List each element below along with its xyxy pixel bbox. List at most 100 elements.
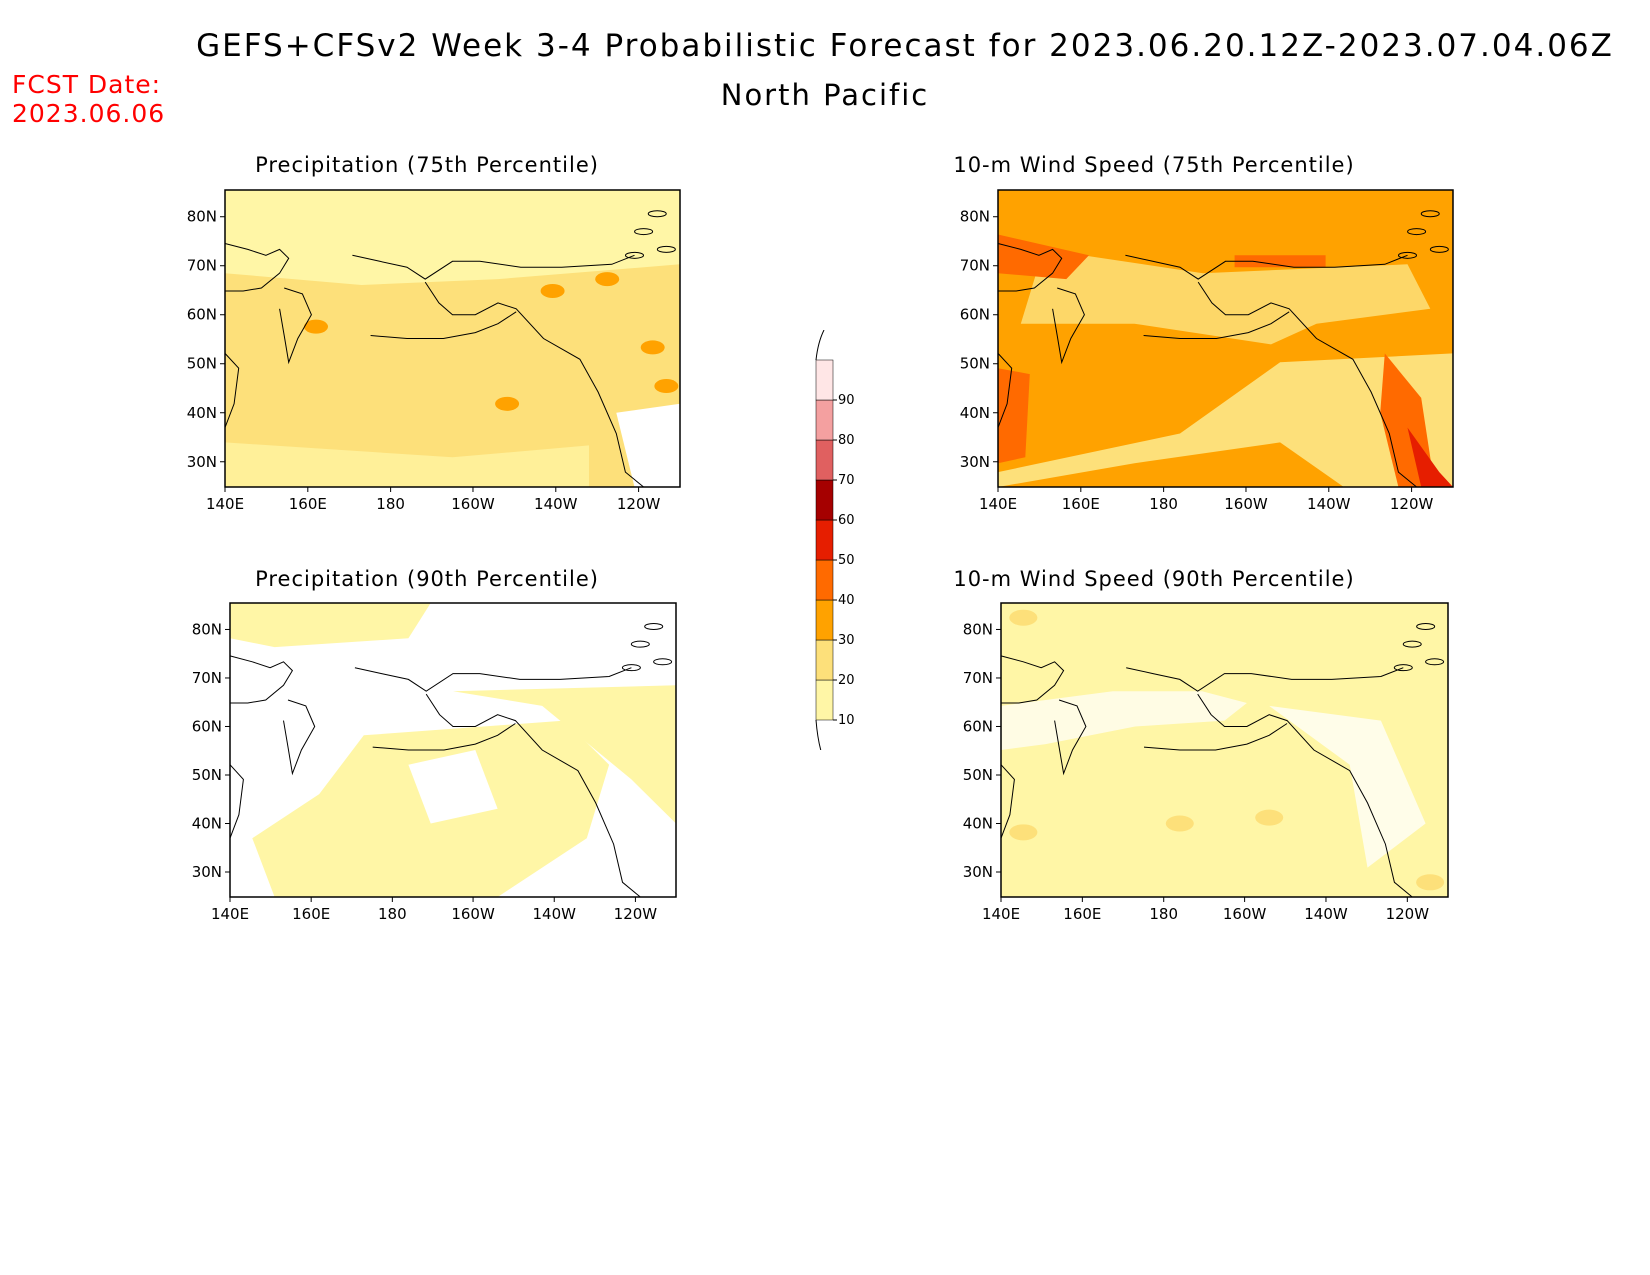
lon-label: 180 (1149, 495, 1178, 513)
lat-label: 70N (192, 669, 222, 687)
colorbar: 10 20 30 40 50 60 70 80 90 (815, 330, 855, 750)
lat-label: 80N (187, 208, 217, 226)
lat-label: 80N (192, 620, 222, 638)
colorbar-label: 80 (838, 433, 855, 448)
contour-blank (1001, 691, 1247, 750)
contour-very-high (1234, 255, 1326, 268)
lon-label: 160E (1063, 905, 1101, 923)
map-panel-precip90: 80N 70N 60N 50N 40N 30N 140E 160E 180 160W 140W 120… (192, 602, 677, 923)
lon-label: 120W (617, 495, 661, 513)
coastline-asia (224, 243, 290, 292)
contour-low (225, 442, 589, 487)
contour-mid (1020, 249, 1431, 345)
colorbar-swatch (815, 479, 834, 521)
contour-blank (1269, 705, 1426, 868)
contour-very-high (998, 368, 1030, 464)
lon-label: 160W (1223, 905, 1267, 923)
lon-label: 180 (376, 495, 405, 513)
coastline-japan (229, 764, 244, 839)
lat-label: 70N (963, 669, 993, 687)
contour-mid (1009, 824, 1038, 841)
contour-low (230, 603, 431, 648)
coastline-japan (1000, 764, 1015, 839)
contour-high (595, 272, 620, 287)
lon-label: 160E (292, 905, 330, 923)
coastline-arctic (1126, 667, 1404, 692)
coastline-island (1393, 664, 1413, 672)
lat-label: 30N (960, 453, 990, 471)
lon-label: 140W (1307, 495, 1351, 513)
lat-label: 50N (960, 355, 990, 373)
contour-blank (616, 403, 680, 487)
coastline-island (1425, 658, 1445, 666)
contour-mid (998, 353, 1453, 487)
map-panel-precip75: 80N 70N 60N 50N 40N 30N 140E 160E 180 160W 140W 120… (187, 189, 681, 513)
colorbar-swatch (815, 559, 834, 601)
coastline-island (1402, 640, 1422, 648)
lat-label: 70N (187, 257, 217, 275)
colorbar-swatch (815, 399, 834, 441)
coastline-asia (997, 243, 1063, 292)
colorbar-bottom-cap (815, 719, 822, 750)
main-title: GEFS+CFSv2 Week 3-4 Probabilistic Foreca… (196, 28, 1614, 64)
lat-label: 40N (963, 815, 993, 833)
coastline-aleutians (1143, 723, 1288, 751)
contour-high (640, 340, 665, 355)
coastline-island (1407, 228, 1427, 236)
lat-label: 50N (187, 355, 217, 373)
lon-label: 140W (533, 905, 577, 923)
map-frame (1000, 602, 1449, 898)
colorbar-label: 50 (838, 553, 855, 568)
coastline-island (644, 623, 664, 631)
coastline-aleutians (372, 723, 516, 751)
lat-label: 40N (960, 404, 990, 422)
colorbar-label: 20 (838, 673, 855, 688)
lat-label: 30N (187, 453, 217, 471)
contour-low (453, 685, 676, 824)
panel-title-wind75: 10-m Wind Speed (75th Percentile) (953, 153, 1355, 177)
contour-high (654, 379, 679, 394)
map-frame (997, 189, 1454, 488)
coastline-aleutians (370, 311, 517, 339)
colorbar-swatch (815, 439, 834, 481)
panel-title-precip90: Precipitation (90th Percentile) (255, 567, 599, 591)
forecast-date-value: 2023.06.06 (12, 99, 166, 128)
lon-label: 140E (982, 905, 1020, 923)
lon-label: 160W (451, 905, 495, 923)
coastline-japan (224, 353, 240, 428)
coastline-north-america (424, 281, 644, 488)
lat-label: 40N (192, 815, 222, 833)
coastline-kamchatka (1052, 287, 1085, 365)
coastline-asia (1000, 655, 1065, 704)
map-frame (224, 189, 681, 488)
coastline-island (656, 245, 676, 253)
map-frame (229, 602, 677, 898)
contour-mid (1165, 815, 1194, 832)
coastline-kamchatka (283, 699, 316, 776)
contour-high (304, 319, 328, 334)
lat-label: 60N (963, 717, 993, 735)
coastline-island (1429, 245, 1449, 253)
contour-very-high (998, 234, 1089, 280)
lon-label: 140E (979, 495, 1017, 513)
colorbar-swatch (815, 359, 834, 401)
lon-label: 140E (211, 905, 249, 923)
colorbar-swatch (815, 519, 834, 561)
coastline-island (1420, 210, 1440, 218)
coastline-arctic (354, 667, 632, 692)
coastline-kamchatka (279, 287, 312, 365)
coastline-arctic (1125, 254, 1408, 280)
lat-label: 60N (192, 717, 222, 735)
lon-label: 180 (378, 905, 407, 923)
coastline-north-america (1197, 281, 1417, 488)
coastline-island (1416, 623, 1436, 631)
forecast-date-label: FCST Date: (12, 70, 162, 99)
lat-label: 30N (192, 863, 222, 881)
lat-label: 60N (960, 306, 990, 324)
map-panel-wind75: 80N 70N 60N 50N 40N 30N 140E 160E 180 160W 140W 120… (960, 189, 1454, 513)
lon-label: 180 (1149, 905, 1178, 923)
coastline-island (634, 228, 654, 236)
lon-label: 160E (289, 495, 327, 513)
contour-blank (408, 750, 498, 824)
contour-mid (1009, 609, 1038, 626)
